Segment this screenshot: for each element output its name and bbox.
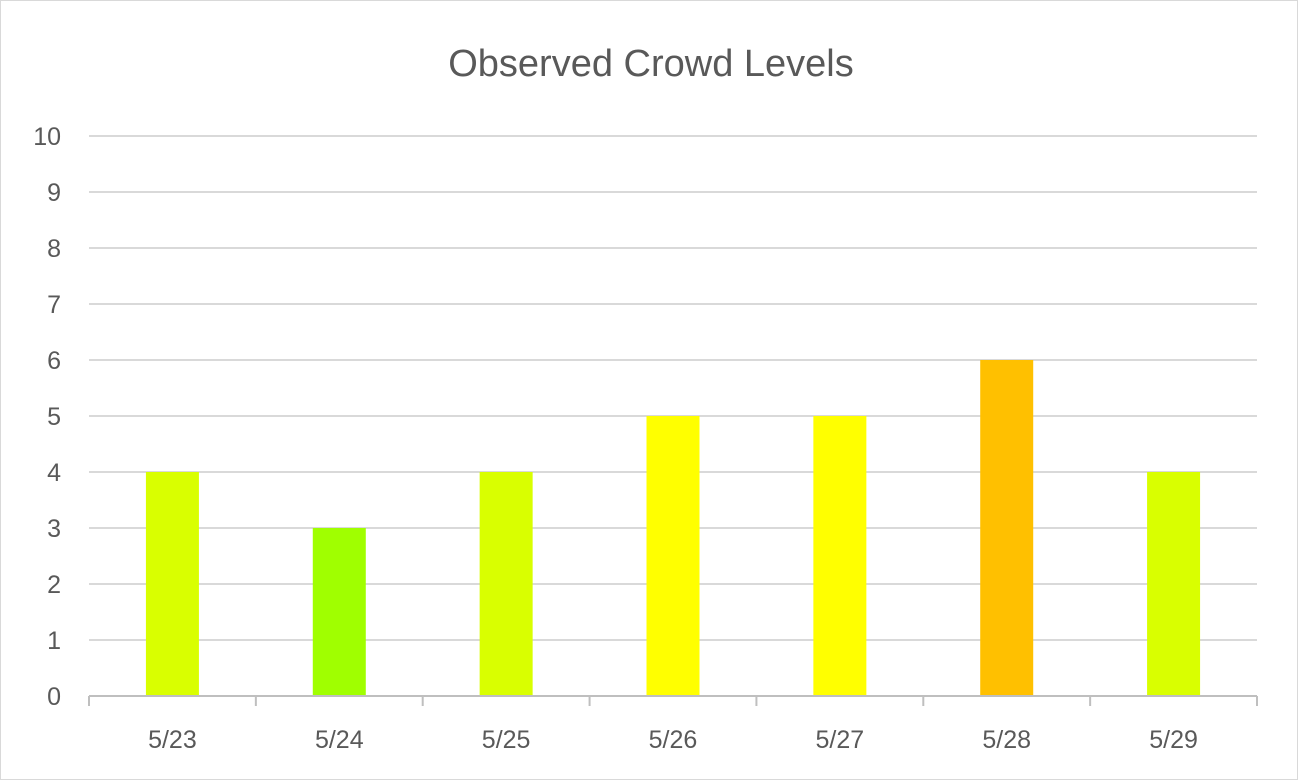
- x-axis-tick-labels: 5/23 5/24 5/25 5/26 5/27 5/28 5/29: [148, 726, 1198, 754]
- x-tick-label: 5/23: [148, 726, 197, 754]
- bar: [980, 360, 1034, 696]
- x-tick-label: 5/26: [649, 726, 698, 754]
- x-axis: [88, 695, 1258, 706]
- x-tick-label: 5/27: [816, 726, 865, 754]
- bar: [145, 472, 199, 696]
- bar: [813, 416, 867, 696]
- y-tick-label: 7: [47, 291, 61, 319]
- bar: [1147, 472, 1201, 696]
- chart-title: Observed Crowd Levels: [448, 43, 854, 85]
- y-tick-label: 8: [47, 235, 61, 263]
- bar: [479, 472, 533, 696]
- y-tick-label: 6: [47, 347, 61, 375]
- y-tick-label: 9: [47, 179, 61, 207]
- y-tick-label: 3: [47, 515, 61, 543]
- y-tick-label: 0: [47, 683, 61, 711]
- x-tick-label: 5/25: [482, 726, 531, 754]
- x-tick-label: 5/28: [982, 726, 1031, 754]
- y-axis-tick-labels: 0 1 2 3 4 5 6 7 8 9 10: [33, 123, 61, 711]
- x-tick-label: 5/24: [315, 726, 364, 754]
- bars: [145, 360, 1201, 696]
- y-tick-label: 4: [47, 459, 61, 487]
- y-tick-label: 10: [33, 123, 61, 151]
- bar: [646, 416, 700, 696]
- y-tick-label: 2: [47, 571, 61, 599]
- bar: [312, 528, 366, 696]
- x-tick-label: 5/29: [1149, 726, 1198, 754]
- y-tick-label: 1: [47, 627, 61, 655]
- y-tick-label: 5: [47, 403, 61, 431]
